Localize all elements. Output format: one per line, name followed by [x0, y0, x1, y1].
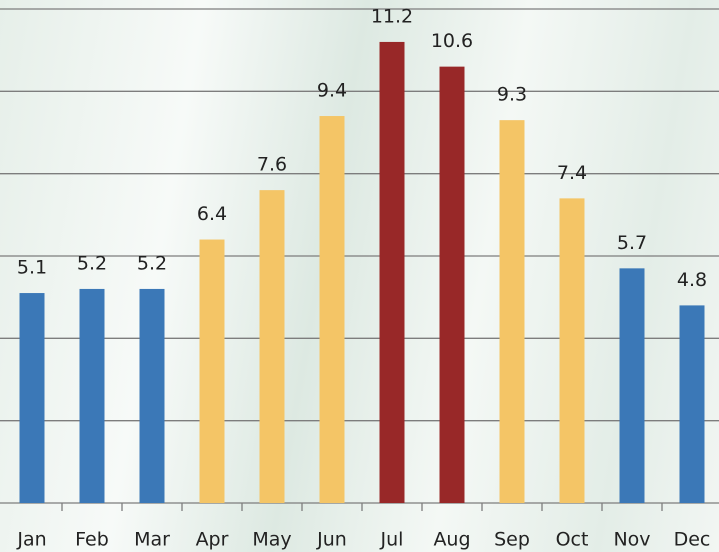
- x-tick-label: Sep: [494, 529, 530, 551]
- value-label: 5.2: [77, 252, 107, 274]
- value-label: 10.6: [431, 30, 473, 52]
- bar: [200, 240, 225, 503]
- bar: [380, 42, 405, 503]
- x-tick-label: Oct: [556, 529, 589, 551]
- bar: [80, 289, 105, 503]
- value-label: 9.3: [497, 84, 527, 106]
- bar: [440, 67, 465, 503]
- x-tick-label: Nov: [613, 529, 650, 551]
- x-tick-label: May: [252, 529, 291, 551]
- bar: [140, 289, 165, 503]
- value-label: 6.4: [197, 203, 227, 225]
- bar: [20, 293, 45, 503]
- bar: [260, 190, 285, 503]
- page: Jan 5.1 Feb 5.2 Mar 5.2 Apr 6.4 May 7.6 Jun 9.4 Jul 1…: [0, 0, 719, 552]
- bar: [560, 198, 585, 503]
- bar: [320, 116, 345, 503]
- x-tick-label: Mar: [134, 529, 170, 551]
- bar: [500, 120, 525, 503]
- value-label: 4.8: [677, 269, 707, 291]
- value-label: 7.6: [257, 154, 287, 176]
- value-label: 5.2: [137, 252, 167, 274]
- x-tick-label: Feb: [75, 529, 109, 551]
- x-tick-label: Jan: [16, 529, 46, 551]
- value-label: 9.4: [317, 80, 347, 102]
- x-tick-label: Apr: [196, 529, 229, 551]
- value-label: 5.1: [17, 257, 47, 279]
- chart: Jan 5.1 Feb 5.2 Mar 5.2 Apr 6.4 May 7.6 Jun 9.4 Jul 1…: [0, 0, 719, 552]
- bar: [680, 305, 705, 503]
- value-label: 5.7: [617, 232, 647, 254]
- value-label: 11.2: [371, 5, 413, 27]
- x-tick-label: Dec: [674, 529, 711, 551]
- x-tick-label: Jul: [380, 529, 404, 551]
- x-tick-label: Jun: [316, 529, 347, 551]
- x-tick-label: Aug: [433, 529, 470, 551]
- value-label: 7.4: [557, 162, 587, 184]
- bar: [620, 268, 645, 503]
